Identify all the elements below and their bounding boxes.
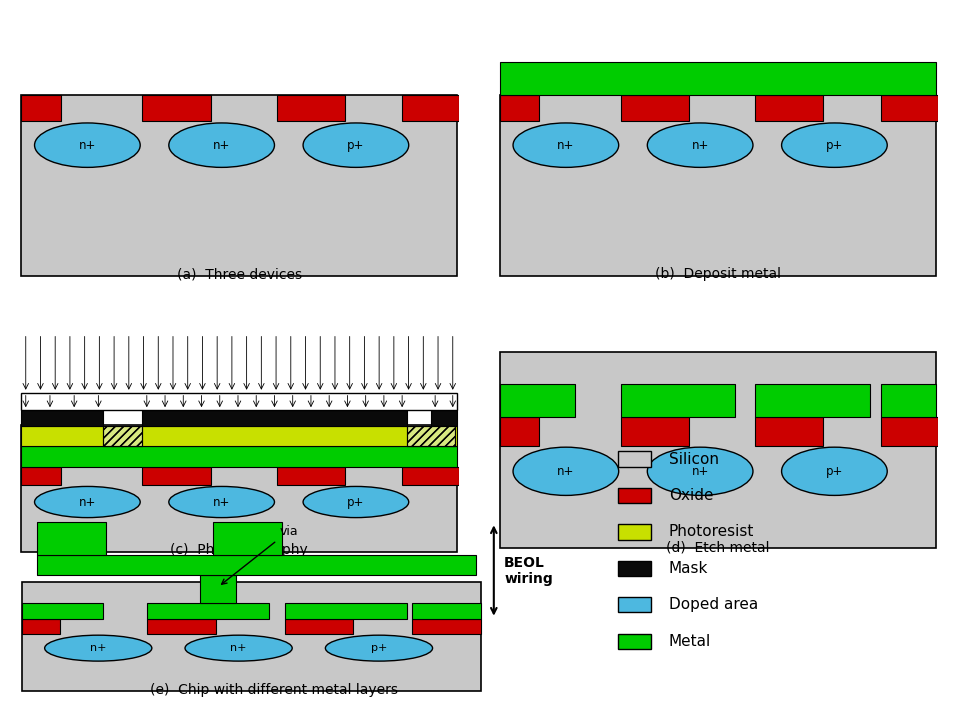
Bar bbox=[412, 604, 481, 619]
Ellipse shape bbox=[647, 123, 753, 167]
Ellipse shape bbox=[45, 635, 152, 661]
Bar bbox=[500, 352, 936, 548]
Ellipse shape bbox=[513, 123, 619, 167]
Text: n+: n+ bbox=[213, 496, 231, 508]
Bar bbox=[200, 574, 236, 604]
Bar bbox=[22, 582, 481, 691]
Ellipse shape bbox=[168, 486, 275, 518]
Text: Metal: Metal bbox=[669, 634, 711, 649]
Bar bbox=[21, 466, 61, 486]
Bar bbox=[755, 385, 870, 417]
Ellipse shape bbox=[303, 123, 409, 167]
Bar bbox=[21, 426, 457, 446]
Bar bbox=[500, 63, 936, 95]
Bar bbox=[500, 417, 540, 446]
Text: Doped area: Doped area bbox=[669, 597, 758, 612]
Bar bbox=[402, 466, 459, 486]
Bar bbox=[22, 619, 60, 634]
Bar bbox=[146, 619, 215, 634]
Bar bbox=[22, 604, 103, 619]
Text: Mask: Mask bbox=[669, 561, 708, 576]
Bar bbox=[402, 95, 459, 122]
Text: Oxide: Oxide bbox=[669, 488, 713, 503]
Bar bbox=[621, 95, 689, 122]
Bar bbox=[621, 385, 735, 417]
Ellipse shape bbox=[185, 635, 292, 661]
Text: Silicon: Silicon bbox=[669, 451, 719, 466]
Bar bbox=[880, 95, 938, 122]
Text: n+: n+ bbox=[557, 139, 574, 151]
Bar bbox=[618, 451, 651, 466]
Ellipse shape bbox=[782, 447, 887, 496]
Ellipse shape bbox=[303, 486, 409, 518]
Ellipse shape bbox=[168, 123, 275, 167]
Ellipse shape bbox=[34, 486, 141, 518]
Text: n+: n+ bbox=[90, 643, 106, 653]
Bar bbox=[143, 95, 211, 122]
Text: n+: n+ bbox=[78, 139, 96, 151]
Bar bbox=[21, 410, 102, 426]
Bar bbox=[102, 426, 143, 446]
Text: (d)  Etch metal: (d) Etch metal bbox=[666, 541, 769, 555]
Text: n+: n+ bbox=[692, 139, 709, 151]
Bar bbox=[143, 410, 407, 426]
Ellipse shape bbox=[513, 447, 619, 496]
Bar bbox=[37, 523, 106, 555]
Bar bbox=[21, 95, 457, 276]
Text: (c)  Photolitography: (c) Photolitography bbox=[170, 543, 308, 557]
Text: n+: n+ bbox=[692, 465, 709, 478]
Bar bbox=[21, 392, 457, 410]
Bar bbox=[407, 426, 455, 446]
Bar bbox=[755, 95, 823, 122]
Text: n+: n+ bbox=[213, 139, 231, 151]
Bar bbox=[21, 95, 61, 122]
Text: p+: p+ bbox=[826, 139, 843, 151]
Bar bbox=[284, 619, 353, 634]
Bar bbox=[621, 417, 689, 446]
Text: n+: n+ bbox=[231, 643, 247, 653]
Ellipse shape bbox=[325, 635, 433, 661]
Text: p+: p+ bbox=[347, 139, 365, 151]
Bar bbox=[618, 634, 651, 649]
Bar bbox=[143, 466, 211, 486]
Bar bbox=[277, 466, 345, 486]
Bar bbox=[755, 417, 823, 446]
Bar bbox=[407, 426, 455, 446]
Text: n+: n+ bbox=[78, 496, 96, 508]
Bar bbox=[500, 95, 936, 276]
Bar bbox=[213, 523, 282, 555]
Ellipse shape bbox=[782, 123, 887, 167]
Ellipse shape bbox=[647, 447, 753, 496]
Text: p+: p+ bbox=[826, 465, 843, 478]
Text: n+: n+ bbox=[557, 465, 574, 478]
Bar bbox=[21, 425, 457, 552]
Text: p+: p+ bbox=[347, 496, 365, 508]
Text: (a)  Three devices: (a) Three devices bbox=[177, 267, 301, 282]
Text: (b)  Deposit metal: (b) Deposit metal bbox=[655, 267, 781, 282]
Bar bbox=[618, 597, 651, 612]
Text: BEOL
wiring: BEOL wiring bbox=[504, 555, 553, 586]
Bar bbox=[618, 488, 651, 503]
Bar bbox=[431, 410, 457, 426]
Text: via: via bbox=[222, 525, 298, 584]
Bar bbox=[500, 385, 574, 417]
Bar bbox=[102, 426, 143, 446]
Bar bbox=[284, 604, 407, 619]
Bar bbox=[880, 385, 936, 417]
Text: p+: p+ bbox=[370, 643, 388, 653]
Text: Photoresist: Photoresist bbox=[669, 525, 754, 540]
Ellipse shape bbox=[34, 123, 141, 167]
Bar bbox=[618, 561, 651, 576]
Bar bbox=[880, 417, 938, 446]
Bar bbox=[277, 95, 345, 122]
Bar bbox=[618, 525, 651, 540]
Text: (e)  Chip with different metal layers: (e) Chip with different metal layers bbox=[150, 683, 398, 697]
Bar bbox=[500, 95, 540, 122]
Bar bbox=[412, 619, 481, 634]
Bar bbox=[146, 604, 269, 619]
Bar bbox=[37, 555, 476, 574]
Bar bbox=[21, 446, 457, 466]
